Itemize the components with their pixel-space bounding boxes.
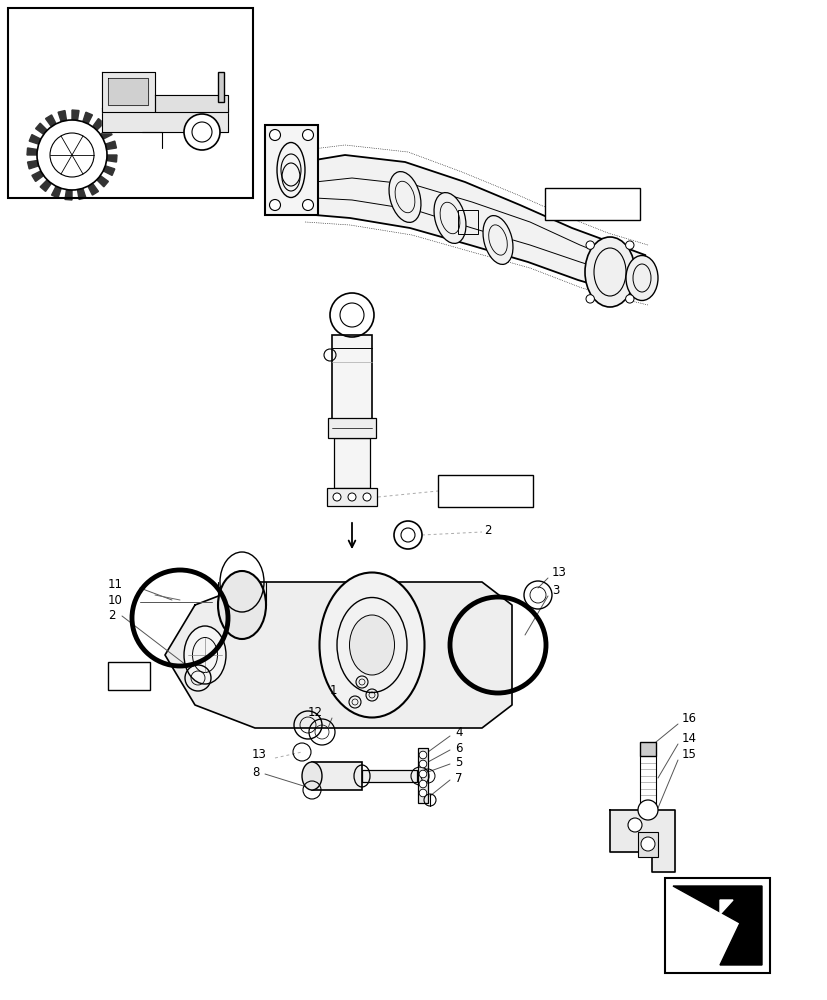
Text: PAG. 1: PAG. 1 bbox=[552, 198, 592, 211]
Bar bbox=[265, 125, 318, 215]
Polygon shape bbox=[27, 160, 39, 169]
Polygon shape bbox=[672, 886, 761, 965]
Polygon shape bbox=[58, 111, 66, 122]
Ellipse shape bbox=[349, 615, 394, 675]
Polygon shape bbox=[93, 119, 103, 130]
Polygon shape bbox=[78, 188, 86, 199]
Bar bbox=[638, 832, 657, 857]
Circle shape bbox=[627, 818, 641, 832]
Text: 2: 2 bbox=[484, 524, 491, 536]
Text: 15: 15 bbox=[681, 748, 696, 762]
Polygon shape bbox=[684, 900, 732, 960]
Ellipse shape bbox=[302, 762, 322, 790]
Ellipse shape bbox=[319, 572, 424, 718]
Text: 2: 2 bbox=[108, 608, 115, 622]
Polygon shape bbox=[108, 78, 148, 105]
Polygon shape bbox=[51, 186, 61, 198]
Polygon shape bbox=[32, 171, 44, 181]
Circle shape bbox=[418, 780, 426, 788]
Circle shape bbox=[269, 129, 280, 141]
Circle shape bbox=[302, 129, 313, 141]
Bar bbox=[544, 188, 639, 220]
Text: 13: 13 bbox=[251, 748, 266, 762]
Circle shape bbox=[586, 295, 594, 303]
Text: 14: 14 bbox=[681, 732, 696, 744]
Ellipse shape bbox=[625, 255, 657, 300]
Polygon shape bbox=[609, 810, 674, 872]
Polygon shape bbox=[36, 123, 47, 134]
Bar bbox=[108, 662, 150, 690]
Text: 12: 12 bbox=[308, 706, 323, 718]
Polygon shape bbox=[83, 112, 93, 124]
Polygon shape bbox=[103, 166, 115, 175]
Bar bbox=[333, 438, 370, 488]
Circle shape bbox=[418, 770, 426, 778]
Polygon shape bbox=[102, 108, 227, 132]
Polygon shape bbox=[45, 115, 56, 127]
Polygon shape bbox=[27, 148, 37, 155]
Bar bbox=[418, 748, 428, 803]
Polygon shape bbox=[165, 582, 511, 728]
Text: 7: 7 bbox=[455, 772, 462, 784]
Bar bbox=[664, 878, 769, 973]
Text: 9: 9 bbox=[112, 671, 119, 681]
Ellipse shape bbox=[389, 172, 420, 222]
Circle shape bbox=[640, 837, 654, 851]
Text: 13: 13 bbox=[552, 566, 566, 578]
Text: 4: 4 bbox=[455, 726, 462, 738]
Text: 11: 11 bbox=[108, 578, 123, 591]
Polygon shape bbox=[314, 155, 644, 298]
Circle shape bbox=[347, 493, 356, 501]
Polygon shape bbox=[105, 141, 117, 150]
Circle shape bbox=[362, 493, 370, 501]
Polygon shape bbox=[41, 180, 51, 191]
Text: PAG. 2: PAG. 2 bbox=[444, 485, 485, 498]
Circle shape bbox=[586, 241, 594, 249]
Polygon shape bbox=[155, 95, 227, 112]
Polygon shape bbox=[102, 72, 155, 112]
Circle shape bbox=[37, 120, 107, 190]
Bar bbox=[218, 72, 224, 102]
Ellipse shape bbox=[433, 193, 466, 243]
Circle shape bbox=[184, 114, 220, 150]
Bar bbox=[332, 335, 371, 420]
Polygon shape bbox=[29, 135, 41, 144]
Circle shape bbox=[625, 241, 633, 249]
Bar bbox=[312, 762, 361, 790]
Polygon shape bbox=[100, 129, 112, 139]
Circle shape bbox=[269, 200, 280, 211]
Bar bbox=[457, 210, 477, 234]
Text: 6: 6 bbox=[455, 742, 462, 754]
Bar bbox=[327, 418, 375, 438]
Circle shape bbox=[625, 295, 633, 303]
Bar bbox=[639, 742, 655, 756]
Text: 10: 10 bbox=[108, 593, 122, 606]
Bar bbox=[327, 488, 376, 506]
Text: 1: 1 bbox=[330, 684, 337, 696]
Bar bbox=[8, 8, 253, 198]
Bar bbox=[437, 475, 533, 507]
Ellipse shape bbox=[482, 216, 513, 264]
Circle shape bbox=[418, 760, 426, 768]
Polygon shape bbox=[107, 155, 117, 162]
Ellipse shape bbox=[184, 626, 226, 684]
Polygon shape bbox=[97, 176, 108, 187]
Circle shape bbox=[302, 200, 313, 211]
Text: 8: 8 bbox=[251, 766, 259, 778]
Bar bbox=[361, 770, 417, 782]
Circle shape bbox=[638, 800, 657, 820]
Ellipse shape bbox=[585, 237, 634, 307]
Polygon shape bbox=[88, 183, 98, 195]
Text: 3: 3 bbox=[552, 584, 559, 596]
Text: 5: 5 bbox=[455, 756, 461, 768]
Circle shape bbox=[418, 751, 426, 759]
Text: 16: 16 bbox=[681, 712, 696, 724]
Polygon shape bbox=[72, 110, 79, 120]
Ellipse shape bbox=[218, 571, 265, 639]
Polygon shape bbox=[65, 190, 72, 200]
Circle shape bbox=[418, 789, 426, 797]
Circle shape bbox=[332, 493, 341, 501]
